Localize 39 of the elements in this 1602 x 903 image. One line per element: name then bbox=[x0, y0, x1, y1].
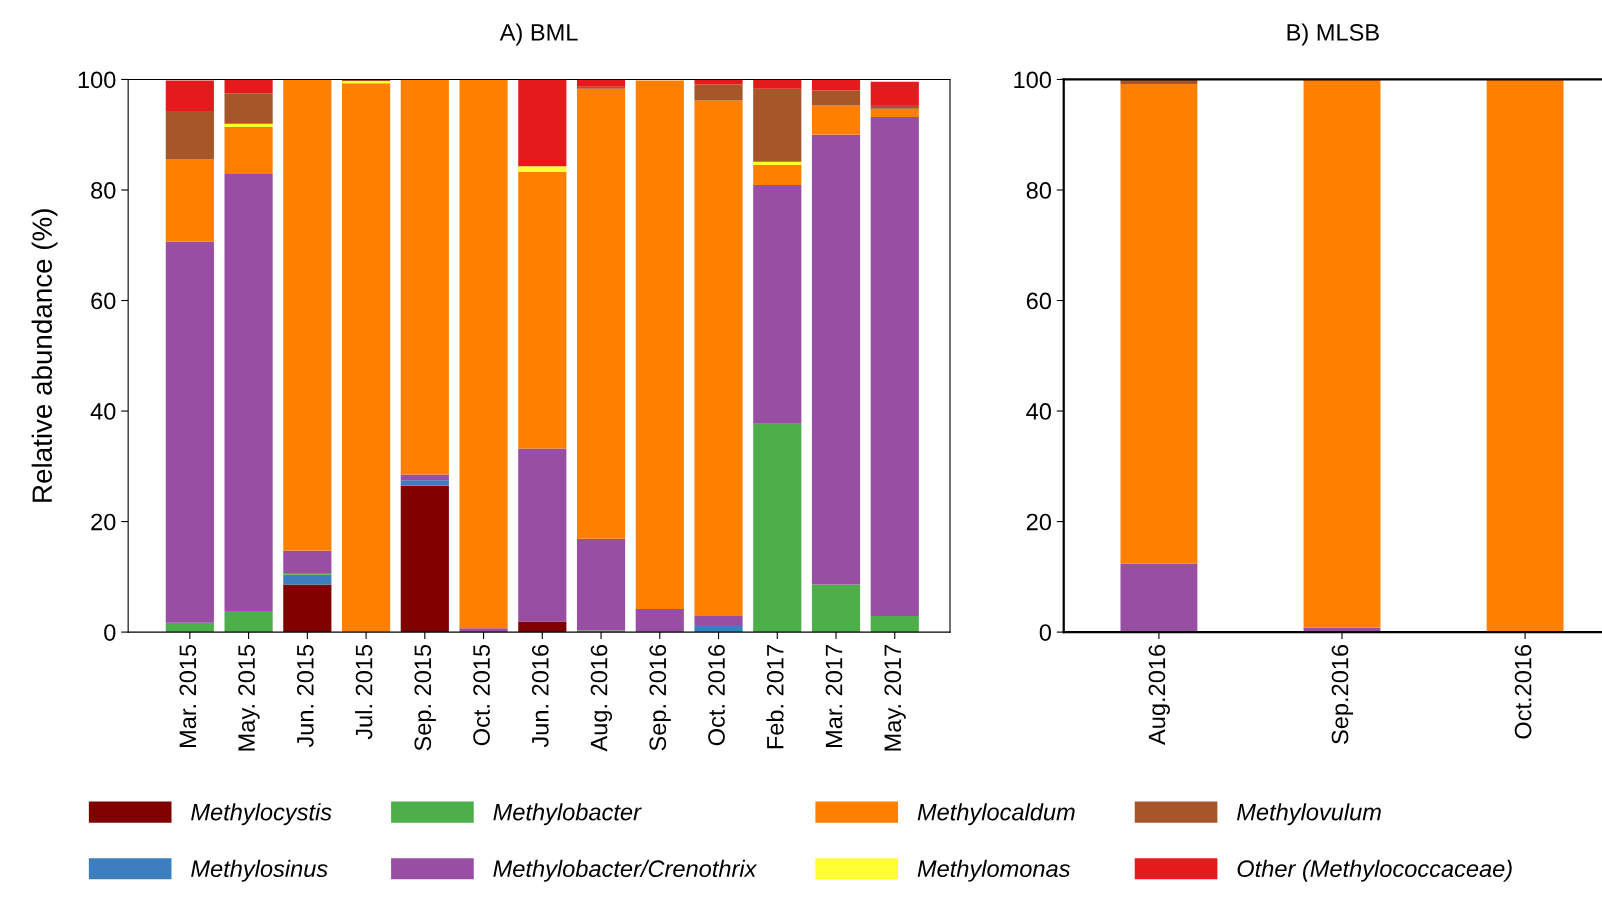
x-tick-label: Sep. 2015 bbox=[414, 644, 436, 751]
x-tick-label: Mar. 2017 bbox=[825, 645, 843, 747]
y-tick-label: 0 bbox=[1039, 624, 1051, 641]
y-tick-label: 80 bbox=[1026, 182, 1051, 199]
x-tick-label: Aug. 2016 bbox=[590, 644, 613, 752]
y-tick-label: 100 bbox=[78, 71, 116, 89]
y-tick-label: 20 bbox=[1026, 513, 1051, 531]
legend-label: Methylosinus bbox=[191, 859, 328, 882]
legend-label: Methylobacter bbox=[493, 803, 642, 826]
chart-title: B) MLSB bbox=[1287, 23, 1379, 46]
x-tick-label: Aug.2016 bbox=[1148, 644, 1170, 745]
x-tick-label: Sep. 2016 bbox=[649, 644, 671, 751]
x-tick-label: Feb. 2017 bbox=[766, 645, 784, 749]
y-axis-title: Relative abundance (%) bbox=[31, 209, 58, 502]
x-tick-label: Jun. 2015 bbox=[296, 644, 314, 748]
legend-label: Methylomonas bbox=[917, 859, 1070, 882]
legend-label: Other (Methylococcaceae) bbox=[1237, 859, 1512, 882]
x-tick-label: Sep.2016 bbox=[1331, 644, 1354, 744]
chart-title: A) BML bbox=[499, 23, 578, 46]
y-tick-label: 60 bbox=[91, 292, 116, 310]
x-tick-label: Oct. 2016 bbox=[708, 644, 725, 746]
legend-label: Methylocystis bbox=[191, 803, 332, 826]
x-tick-label: Jul. 2015 bbox=[355, 644, 373, 740]
legend-label: Methylobacter/Crenothrix bbox=[493, 859, 758, 882]
x-tick-label: May. 2015 bbox=[238, 644, 260, 751]
y-tick-label: 20 bbox=[91, 513, 116, 531]
y-tick-label: 80 bbox=[91, 182, 116, 199]
x-tick-label: Oct. 2015 bbox=[473, 644, 490, 746]
legend-label: Methylovulum bbox=[1237, 803, 1381, 826]
y-tick-label: 40 bbox=[90, 403, 116, 420]
y-tick-label: 0 bbox=[104, 624, 116, 641]
y-tick-label: 60 bbox=[1026, 292, 1051, 310]
legend-label: Methylocaldum bbox=[917, 803, 1075, 826]
y-tick-label: 40 bbox=[1026, 403, 1051, 420]
x-tick-label: Mar. 2015 bbox=[179, 644, 197, 747]
x-tick-label: May. 2017 bbox=[884, 645, 906, 751]
x-tick-label: Jun. 2016 bbox=[531, 644, 549, 748]
x-tick-label: Oct.2016 bbox=[1514, 644, 1532, 739]
y-tick-label: 100 bbox=[1014, 71, 1051, 89]
